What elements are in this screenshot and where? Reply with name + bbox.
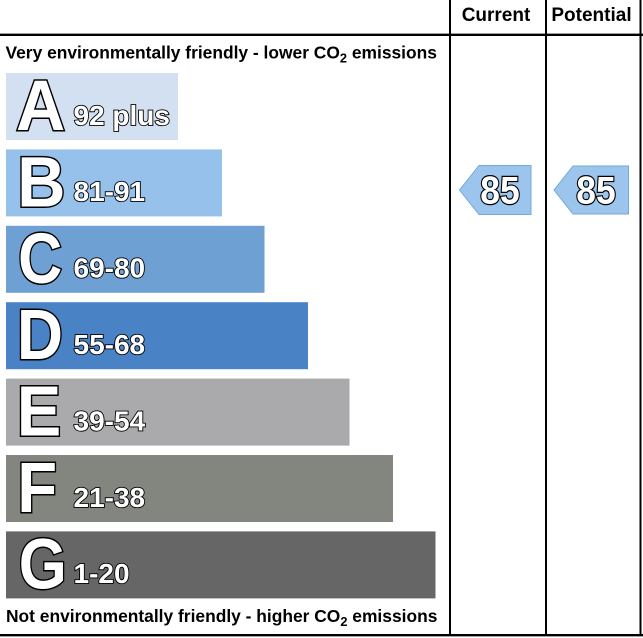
svg-text:21-38: 21-38 [74,482,146,513]
svg-text:C: C [18,220,62,299]
svg-text:85: 85 [576,169,615,212]
svg-text:81-91: 81-91 [74,176,146,207]
svg-text:Current: Current [462,5,531,26]
svg-text:B: B [17,143,65,222]
svg-text:Potential: Potential [551,5,631,26]
svg-text:Very environmentally friendly: Very environmentally friendly - lower CO… [6,43,437,66]
svg-text:69-80: 69-80 [74,253,146,284]
svg-text:G: G [19,525,67,604]
svg-text:39-54: 39-54 [74,405,146,436]
svg-text:92 plus: 92 plus [74,100,170,131]
svg-text:1-20: 1-20 [74,558,130,589]
svg-text:A: A [16,66,65,146]
svg-text:85: 85 [480,169,519,212]
svg-text:F: F [17,449,57,528]
svg-text:E: E [17,372,62,451]
svg-text:Not environmentally friendly -: Not environmentally friendly - higher CO… [6,606,437,629]
svg-text:55-68: 55-68 [74,329,146,360]
svg-text:D: D [17,296,63,375]
